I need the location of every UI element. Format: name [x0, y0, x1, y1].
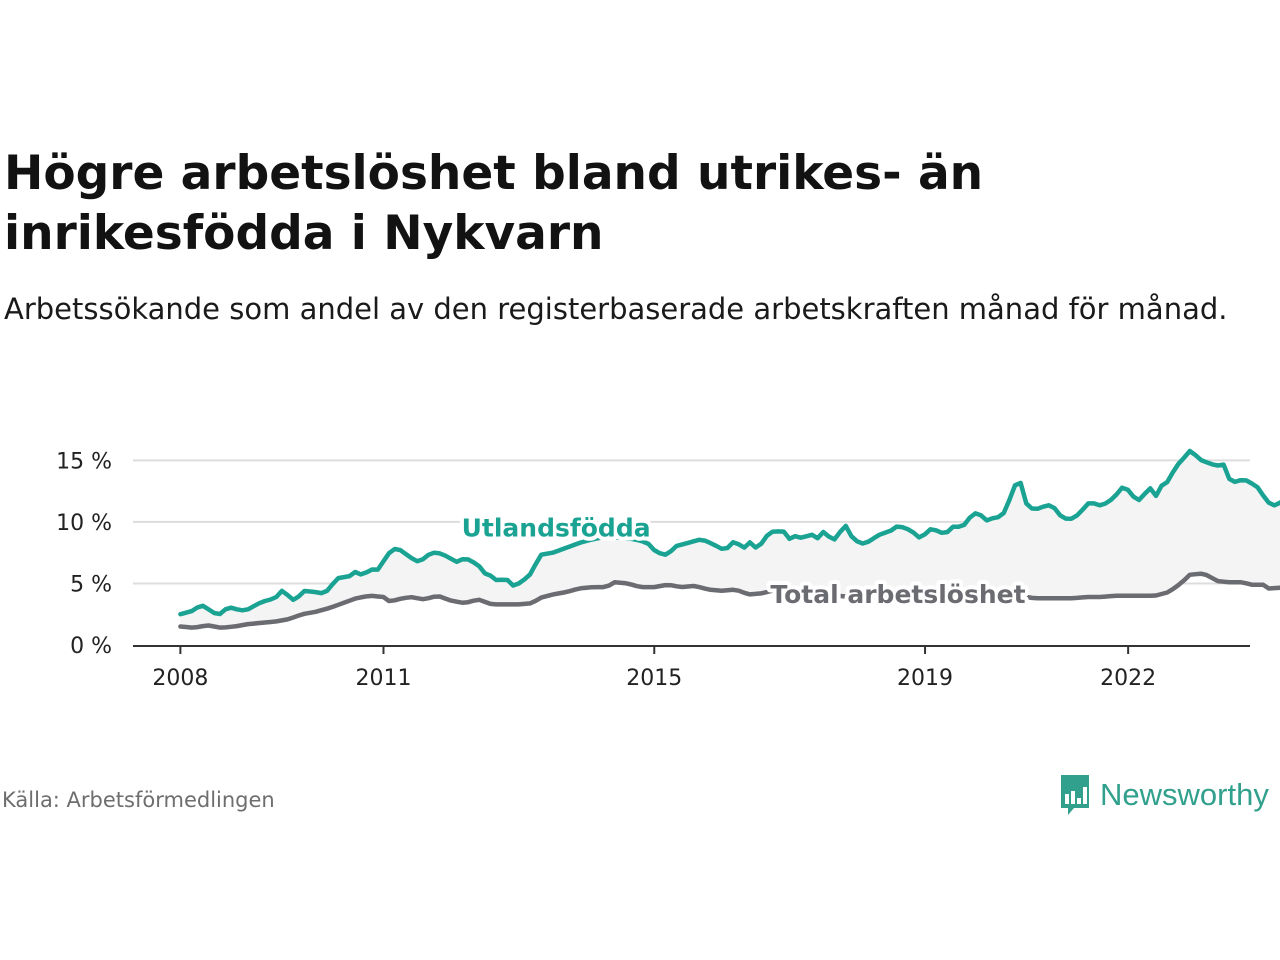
x-tick-label: 2015: [626, 666, 682, 691]
newsworthy-logo-icon: [1061, 775, 1089, 815]
line-chart: 0 % 5 % 10 % 15 % 2008 2011 2015 2019 2022 11,9…: [56, 448, 1280, 691]
x-tick-label: 2008: [152, 666, 208, 691]
y-tick-label: 0 %: [70, 634, 112, 659]
chart-subtitle: Arbetssökande som andel av den registerb…: [4, 292, 1228, 326]
source-note: Källa: Arbetsförmedlingen: [2, 788, 275, 812]
x-axis: 2008 2011 2015 2019 2022: [133, 645, 1250, 691]
y-tick-label: 15 %: [56, 449, 112, 474]
y-axis-ticks: 0 % 5 % 10 % 15 %: [56, 449, 112, 659]
y-tick-label: 5 %: [70, 572, 112, 597]
foreign-series-label: Utlandsfödda: [462, 514, 651, 543]
series-lines: [178, 448, 1280, 630]
y-tick-label: 10 %: [56, 511, 112, 536]
x-tick-label: 2019: [897, 666, 953, 691]
chart-title: Högre arbetslöshet bland utrikes- än inr…: [4, 146, 984, 261]
brand[interactable]: Newsworthy: [1058, 773, 1269, 817]
foreign-series-line: [178, 448, 1280, 617]
x-tick-label: 2011: [355, 666, 411, 691]
total-series-line: [178, 571, 1280, 630]
x-tick-label: 2022: [1100, 666, 1156, 691]
total-series-label: Total arbetslöshet: [770, 580, 1025, 609]
brand-name: Newsworthy: [1100, 777, 1269, 812]
gap-band: [180, 451, 1280, 628]
